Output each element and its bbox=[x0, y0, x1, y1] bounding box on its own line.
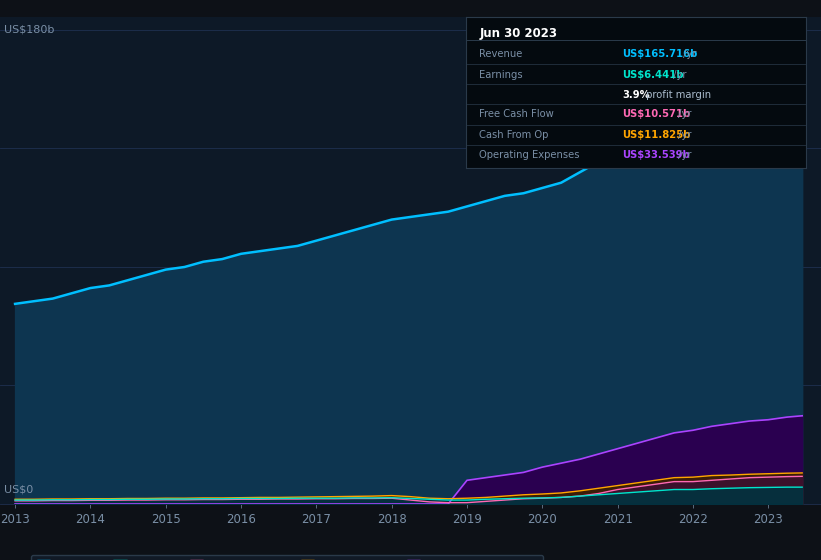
Text: US$0: US$0 bbox=[4, 484, 34, 494]
Text: Cash From Op: Cash From Op bbox=[479, 130, 548, 140]
Text: Jun 30 2023: Jun 30 2023 bbox=[479, 27, 557, 40]
Text: US$165.716b: US$165.716b bbox=[622, 49, 698, 59]
Text: US$6.441b: US$6.441b bbox=[622, 70, 684, 80]
Text: US$180b: US$180b bbox=[4, 24, 54, 34]
Text: Free Cash Flow: Free Cash Flow bbox=[479, 109, 554, 119]
Text: US$10.571b: US$10.571b bbox=[622, 109, 690, 119]
Text: /yr: /yr bbox=[675, 130, 691, 140]
Text: US$11.825b: US$11.825b bbox=[622, 130, 690, 140]
Legend: Revenue, Earnings, Free Cash Flow, Cash From Op, Operating Expenses: Revenue, Earnings, Free Cash Flow, Cash … bbox=[31, 555, 544, 560]
Text: Earnings: Earnings bbox=[479, 70, 523, 80]
Text: /yr: /yr bbox=[675, 150, 691, 160]
Text: /yr: /yr bbox=[670, 70, 686, 80]
Text: profit margin: profit margin bbox=[644, 90, 712, 100]
Text: Revenue: Revenue bbox=[479, 49, 522, 59]
Text: 3.9%: 3.9% bbox=[622, 90, 650, 100]
Text: /yr: /yr bbox=[681, 49, 697, 59]
Text: /yr: /yr bbox=[675, 109, 691, 119]
Text: Operating Expenses: Operating Expenses bbox=[479, 150, 580, 160]
Text: US$33.539b: US$33.539b bbox=[622, 150, 690, 160]
